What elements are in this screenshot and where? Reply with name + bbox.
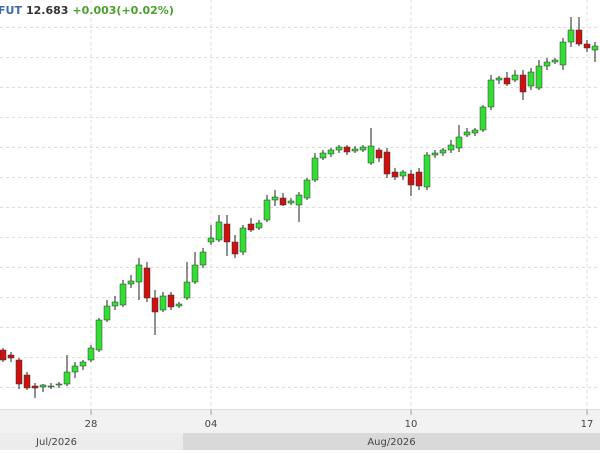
candle-body xyxy=(279,197,287,206)
candle-body xyxy=(183,281,191,299)
candle-body xyxy=(439,149,447,154)
period-band xyxy=(183,433,600,450)
candle-body xyxy=(223,223,231,243)
candle-body xyxy=(111,301,119,307)
candle-body xyxy=(31,385,39,389)
candle-body xyxy=(503,77,511,85)
candle-body xyxy=(335,146,343,151)
candle-body xyxy=(351,148,359,152)
candle-body xyxy=(271,196,279,201)
candle-body xyxy=(23,374,31,389)
period-label: Jul/2026 xyxy=(35,437,77,448)
candle-body xyxy=(207,237,215,243)
candle-body xyxy=(159,295,167,311)
candle-body xyxy=(167,294,175,308)
candle-body xyxy=(135,264,143,283)
candle-body xyxy=(367,145,375,164)
candle-body xyxy=(95,319,103,351)
candle-body xyxy=(511,74,519,81)
candle-body xyxy=(583,43,591,49)
candle-body xyxy=(63,371,71,385)
candle-body xyxy=(175,303,183,307)
candle-body xyxy=(559,41,567,66)
candle-body xyxy=(143,267,151,299)
x-tick-label: 17 xyxy=(581,419,594,430)
candle-body xyxy=(495,77,503,81)
candle-body xyxy=(55,383,63,386)
candle-body xyxy=(407,173,415,186)
candle-body xyxy=(71,365,79,373)
x-tick-label: 28 xyxy=(85,419,98,430)
candle-body xyxy=(415,171,423,187)
candle-body xyxy=(79,361,87,367)
last-price: 12.683 xyxy=(26,4,68,17)
candle-body xyxy=(327,149,335,155)
candle-body xyxy=(119,283,127,306)
candle-body xyxy=(455,136,463,149)
candle-body xyxy=(295,194,303,206)
candle-body xyxy=(87,347,95,361)
candle-body xyxy=(479,106,487,131)
candle-body xyxy=(431,152,439,156)
candle-body xyxy=(39,384,47,388)
symbol: FUT xyxy=(0,4,22,17)
candle-body xyxy=(567,29,575,43)
x-tick-label: 04 xyxy=(205,419,218,430)
candle-body xyxy=(535,65,543,89)
x-axis: 28 04 10 17 Jul/2026 Aug/2026 xyxy=(0,410,600,450)
candle-body xyxy=(487,79,495,108)
candle-body xyxy=(463,131,471,136)
candle-body xyxy=(255,222,263,229)
candle-body xyxy=(103,305,111,321)
candle-body xyxy=(287,200,295,204)
candle-body xyxy=(399,171,407,177)
price-change: +0.003(+0.02%) xyxy=(72,4,173,17)
candle-body xyxy=(423,154,431,188)
candle-body xyxy=(591,45,599,51)
candle-body xyxy=(383,151,391,175)
candle-body xyxy=(447,144,455,151)
candle-body xyxy=(391,171,399,178)
candle-body xyxy=(575,29,583,45)
candle-body xyxy=(343,146,351,153)
candle-body xyxy=(0,349,7,361)
candle-body xyxy=(471,129,479,134)
candle-body xyxy=(239,227,247,253)
candle-body xyxy=(375,149,383,159)
candle-body xyxy=(151,297,159,313)
candle-body xyxy=(303,179,311,199)
candle-body xyxy=(359,146,367,151)
header: FUT 12.683 +0.003(+0.02%) xyxy=(0,4,174,17)
candle-body xyxy=(519,74,527,93)
candle-body xyxy=(527,71,535,87)
candle-body xyxy=(543,61,551,67)
candle-body xyxy=(15,359,23,385)
grid xyxy=(0,0,600,410)
candle-body xyxy=(247,223,255,231)
candle-body xyxy=(311,157,319,181)
period-label: Aug/2026 xyxy=(367,437,415,448)
candle-body xyxy=(319,152,327,159)
candle-body xyxy=(263,199,271,221)
period-band xyxy=(0,433,183,450)
candle-body xyxy=(551,59,559,63)
candle-body xyxy=(7,354,15,359)
candle-body xyxy=(199,251,207,266)
candle-body xyxy=(215,221,223,241)
candle-body xyxy=(191,264,199,283)
candle-body xyxy=(47,385,55,388)
candle-body xyxy=(127,280,135,285)
candle-body xyxy=(231,241,239,255)
candles xyxy=(0,17,599,398)
x-tick-label: 10 xyxy=(405,419,418,430)
